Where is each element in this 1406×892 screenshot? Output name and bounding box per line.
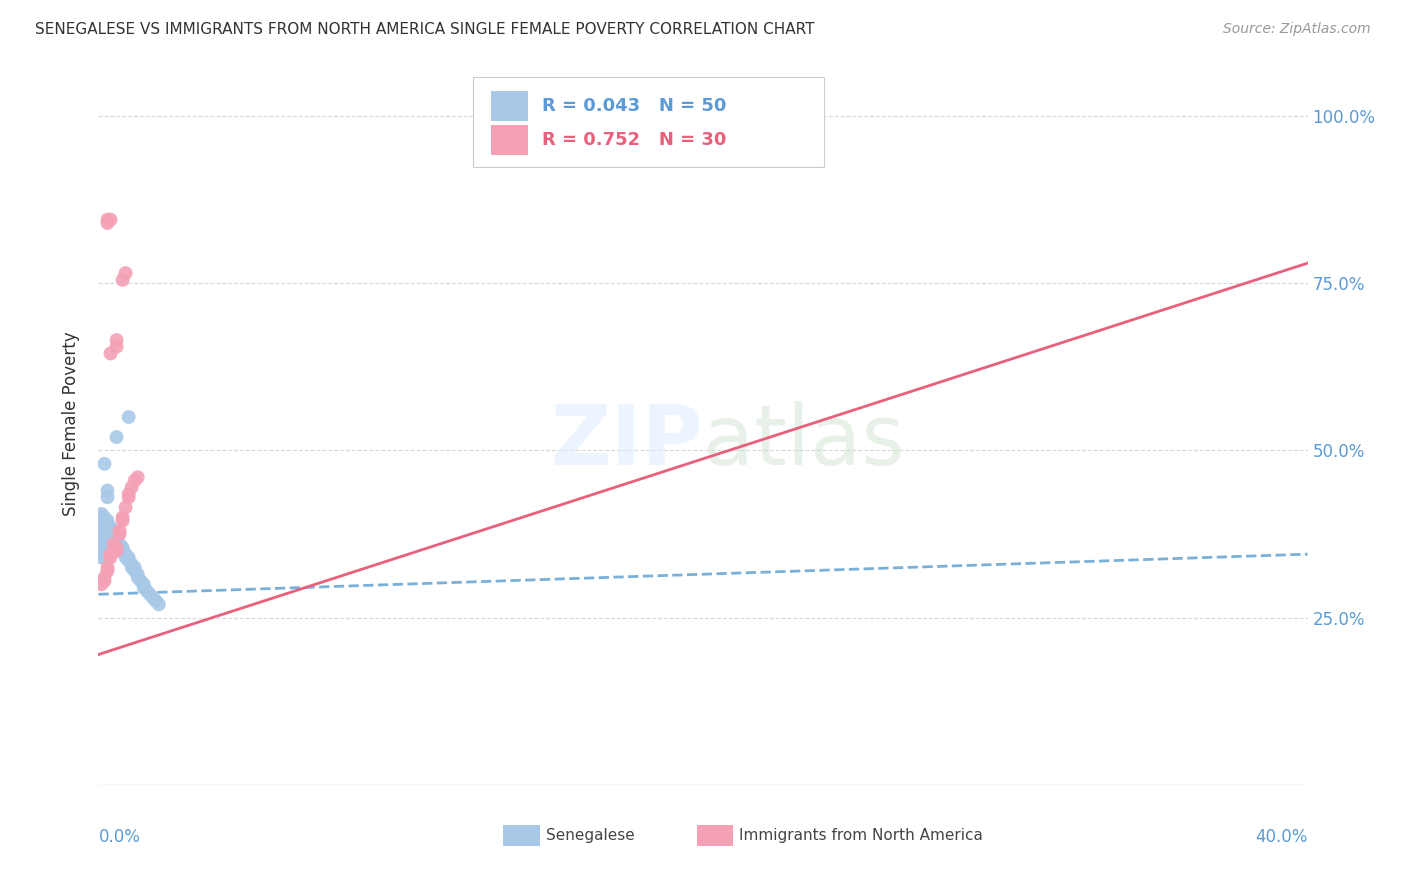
- Point: [93, 514, 115, 528]
- Point: [111, 510, 134, 524]
- Point: [540, 109, 562, 123]
- Point: [121, 560, 143, 574]
- Point: [100, 520, 122, 534]
- Point: [129, 574, 152, 588]
- Point: [103, 524, 125, 538]
- Point: [90, 530, 112, 544]
- Text: 40.0%: 40.0%: [1256, 829, 1308, 847]
- Point: [100, 550, 122, 565]
- Point: [118, 487, 141, 501]
- Text: SENEGALESE VS IMMIGRANTS FROM NORTH AMERICA SINGLE FEMALE POVERTY CORRELATION CH: SENEGALESE VS IMMIGRANTS FROM NORTH AMER…: [35, 22, 814, 37]
- Point: [124, 564, 146, 578]
- Point: [108, 541, 131, 555]
- Text: R = 0.752   N = 30: R = 0.752 N = 30: [543, 131, 727, 149]
- Point: [105, 340, 128, 354]
- Point: [96, 564, 118, 578]
- Point: [124, 560, 146, 574]
- Point: [105, 544, 128, 558]
- Point: [100, 346, 122, 360]
- Point: [111, 541, 134, 555]
- Point: [103, 527, 125, 541]
- Point: [100, 547, 122, 561]
- Point: [96, 516, 118, 531]
- Point: [105, 541, 128, 555]
- Point: [96, 490, 118, 504]
- Point: [96, 560, 118, 574]
- Point: [142, 591, 165, 605]
- Point: [114, 547, 136, 561]
- Point: [93, 510, 115, 524]
- Point: [96, 483, 118, 498]
- Point: [96, 212, 118, 227]
- Point: [118, 550, 141, 565]
- Point: [90, 550, 112, 565]
- Point: [93, 457, 115, 471]
- Point: [90, 527, 112, 541]
- Point: [114, 266, 136, 280]
- Point: [90, 537, 112, 551]
- Point: [90, 577, 112, 591]
- Point: [93, 571, 115, 585]
- Point: [127, 571, 149, 585]
- FancyBboxPatch shape: [492, 125, 527, 155]
- Point: [103, 537, 125, 551]
- Point: [103, 537, 125, 551]
- Point: [90, 524, 112, 538]
- Point: [93, 574, 115, 588]
- Point: [90, 507, 112, 521]
- Point: [111, 514, 134, 528]
- Text: 0.0%: 0.0%: [98, 829, 141, 847]
- Point: [96, 514, 118, 528]
- Point: [118, 490, 141, 504]
- Point: [118, 554, 141, 568]
- Point: [108, 537, 131, 551]
- Point: [100, 524, 122, 538]
- Point: [145, 594, 167, 608]
- Point: [114, 500, 136, 515]
- Point: [135, 584, 157, 599]
- Point: [90, 544, 112, 558]
- Point: [90, 547, 112, 561]
- Point: [121, 557, 143, 572]
- Point: [127, 470, 149, 484]
- FancyBboxPatch shape: [697, 825, 734, 847]
- Y-axis label: Single Female Poverty: Single Female Poverty: [62, 332, 80, 516]
- Text: atlas: atlas: [703, 401, 904, 483]
- Point: [148, 598, 170, 612]
- Point: [124, 474, 146, 488]
- Point: [90, 516, 112, 531]
- Point: [132, 577, 155, 591]
- Text: Senegalese: Senegalese: [546, 828, 634, 843]
- Point: [105, 430, 128, 444]
- Point: [90, 533, 112, 548]
- Point: [90, 510, 112, 524]
- FancyBboxPatch shape: [474, 77, 824, 167]
- Point: [105, 333, 128, 347]
- Point: [108, 527, 131, 541]
- Point: [139, 587, 162, 601]
- Point: [783, 109, 806, 123]
- Text: R = 0.043   N = 50: R = 0.043 N = 50: [543, 97, 727, 115]
- Point: [90, 520, 112, 534]
- Point: [90, 514, 112, 528]
- Point: [114, 550, 136, 565]
- Point: [111, 544, 134, 558]
- Point: [127, 567, 149, 582]
- Text: ZIP: ZIP: [551, 401, 703, 483]
- FancyBboxPatch shape: [503, 825, 540, 847]
- Point: [96, 216, 118, 230]
- Point: [121, 480, 143, 494]
- Point: [100, 212, 122, 227]
- Text: Immigrants from North America: Immigrants from North America: [740, 828, 983, 843]
- Point: [108, 524, 131, 538]
- Point: [111, 273, 134, 287]
- Point: [118, 410, 141, 425]
- Point: [132, 581, 155, 595]
- Point: [105, 530, 128, 544]
- Text: Source: ZipAtlas.com: Source: ZipAtlas.com: [1223, 22, 1371, 37]
- FancyBboxPatch shape: [492, 91, 527, 121]
